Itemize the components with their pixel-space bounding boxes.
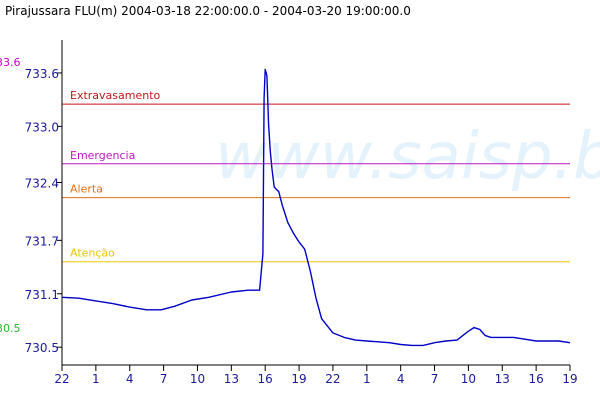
y-ticks: 730.5 731.1 731.7 732.4 733.0 733.6 [25,67,62,355]
level-label-2: Alerta [70,183,103,196]
level-label-0: Extravasamento [70,89,161,102]
x-tick-label-11: 7 [431,372,439,386]
y-tick-label-5: 733.6 [25,67,59,81]
x-tick-label-1: 1 [92,372,100,386]
x-tick-label-7: 19 [291,372,306,386]
x-tick-label-2: 4 [126,372,134,386]
series-layer [61,68,571,347]
y-tick-label-4: 733.0 [25,120,59,134]
x-tick-label-12: 10 [461,372,476,386]
chart-title: Pirajussara FLU(m) 2004-03-18 22:00:00.0… [5,4,411,18]
x-tick-label-0: 22 [54,372,69,386]
x-tick-label-15: 19 [562,372,577,386]
level-label-3: Atenção [70,247,115,260]
y-tick-label-2: 731.7 [25,234,59,248]
x-tick-label-9: 1 [363,372,371,386]
x-tick-label-6: 16 [258,372,273,386]
level-label-1: Emergencia [70,149,135,162]
series-line-0 [61,68,571,347]
axes [61,40,570,366]
x-tick-label-5: 13 [224,372,239,386]
x-tick-label-10: 4 [397,372,405,386]
y-tick-label-3: 732.4 [25,176,59,190]
x-ticks: 22 1 4 7 10 13 16 19 22 1 4 7 10 13 16 19 [54,365,578,386]
watermark: www.saisp.br [215,120,600,194]
x-tick-label-3: 7 [160,372,168,386]
max-value-label: 33.6 [0,56,21,69]
min-value-label: 30.5 [0,322,21,335]
y-tick-label-1: 731.1 [25,288,59,302]
threshold-levels: Extravasamento Emergencia Alerta Atenção [62,89,570,263]
x-tick-label-13: 13 [495,372,510,386]
x-tick-label-4: 10 [190,372,205,386]
y-tick-label-0: 730.5 [25,341,59,355]
x-tick-label-8: 22 [325,372,340,386]
x-tick-label-14: 16 [528,372,543,386]
